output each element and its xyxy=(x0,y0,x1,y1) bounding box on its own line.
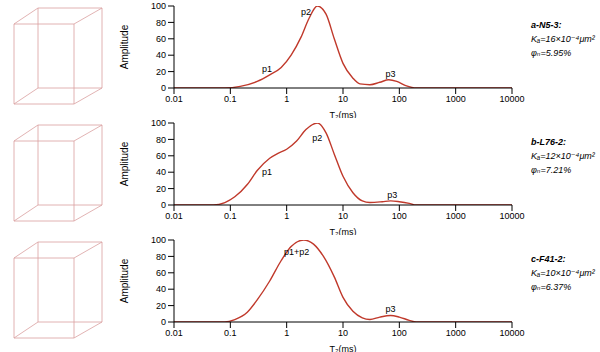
svg-text:0: 0 xyxy=(161,200,166,210)
svg-text:1: 1 xyxy=(284,94,289,104)
svg-text:40: 40 xyxy=(156,50,166,60)
svg-text:80: 80 xyxy=(156,135,166,145)
svg-text:1000: 1000 xyxy=(446,211,466,221)
svg-text:T₂(ms): T₂(ms) xyxy=(330,110,357,118)
svg-text:p1+p2: p1+p2 xyxy=(284,247,309,257)
svg-text:p3: p3 xyxy=(387,190,397,200)
svg-text:100: 100 xyxy=(392,328,407,338)
svg-text:0.01: 0.01 xyxy=(165,328,183,338)
svg-text:100: 100 xyxy=(151,118,166,128)
svg-text:0.1: 0.1 xyxy=(224,211,237,221)
svg-text:60: 60 xyxy=(156,268,166,278)
svg-text:10: 10 xyxy=(338,211,348,221)
svg-text:1: 1 xyxy=(284,211,289,221)
html-text:Kₐ=10×10⁻⁴μm²: Kₐ=10×10⁻⁴μm² xyxy=(531,268,595,278)
svg-text:10000: 10000 xyxy=(499,211,524,221)
svg-text:80: 80 xyxy=(156,18,166,28)
html-text:Kₐ=12×10⁻⁴μm²: Kₐ=12×10⁻⁴μm² xyxy=(531,151,595,161)
svg-text:100: 100 xyxy=(151,235,166,245)
svg-text:60: 60 xyxy=(156,34,166,44)
html-text:c-F41-2:: c-F41-2: xyxy=(531,254,566,264)
svg-text:0.1: 0.1 xyxy=(224,328,237,338)
html-text:b-L76-2:: b-L76-2: xyxy=(531,137,566,147)
svg-text:p3: p3 xyxy=(386,69,396,79)
svg-text:0: 0 xyxy=(161,317,166,327)
svg-text:1: 1 xyxy=(284,328,289,338)
svg-text:1000: 1000 xyxy=(446,328,466,338)
svg-text:p2: p2 xyxy=(312,133,322,143)
svg-text:p1: p1 xyxy=(262,167,272,177)
svg-text:p3: p3 xyxy=(386,304,396,314)
svg-text:0.01: 0.01 xyxy=(165,94,183,104)
svg-text:10000: 10000 xyxy=(499,328,524,338)
svg-text:Amplitude: Amplitude xyxy=(119,258,130,303)
svg-text:10: 10 xyxy=(338,328,348,338)
svg-text:100: 100 xyxy=(392,94,407,104)
svg-text:20: 20 xyxy=(156,67,166,77)
svg-text:80: 80 xyxy=(156,252,166,262)
html-text:φₙ=7.21%: φₙ=7.21% xyxy=(531,165,572,175)
html-text:a-N5-3:: a-N5-3: xyxy=(531,20,562,30)
html-text:φₙ=6.37%: φₙ=6.37% xyxy=(531,282,572,292)
svg-text:Amplitude: Amplitude xyxy=(119,24,130,69)
svg-text:0.01: 0.01 xyxy=(165,211,183,221)
svg-text:T₂(ms): T₂(ms) xyxy=(330,227,357,235)
svg-text:10000: 10000 xyxy=(499,94,524,104)
svg-text:p2: p2 xyxy=(301,7,311,17)
svg-text:1000: 1000 xyxy=(446,94,466,104)
svg-text:Amplitude: Amplitude xyxy=(119,141,130,186)
svg-text:T₂(ms): T₂(ms) xyxy=(330,344,357,352)
svg-text:0: 0 xyxy=(161,83,166,93)
svg-text:20: 20 xyxy=(156,301,166,311)
svg-text:60: 60 xyxy=(156,151,166,161)
svg-text:p1: p1 xyxy=(262,64,272,74)
svg-text:100: 100 xyxy=(151,1,166,11)
svg-text:20: 20 xyxy=(156,184,166,194)
html-text:Kₐ=16×10⁻⁴μm²: Kₐ=16×10⁻⁴μm² xyxy=(531,34,595,44)
svg-text:40: 40 xyxy=(156,167,166,177)
svg-text:10: 10 xyxy=(338,94,348,104)
svg-text:0.1: 0.1 xyxy=(224,94,237,104)
svg-text:40: 40 xyxy=(156,284,166,294)
svg-text:100: 100 xyxy=(392,211,407,221)
html-text:φₙ=5.95%: φₙ=5.95% xyxy=(531,48,572,58)
